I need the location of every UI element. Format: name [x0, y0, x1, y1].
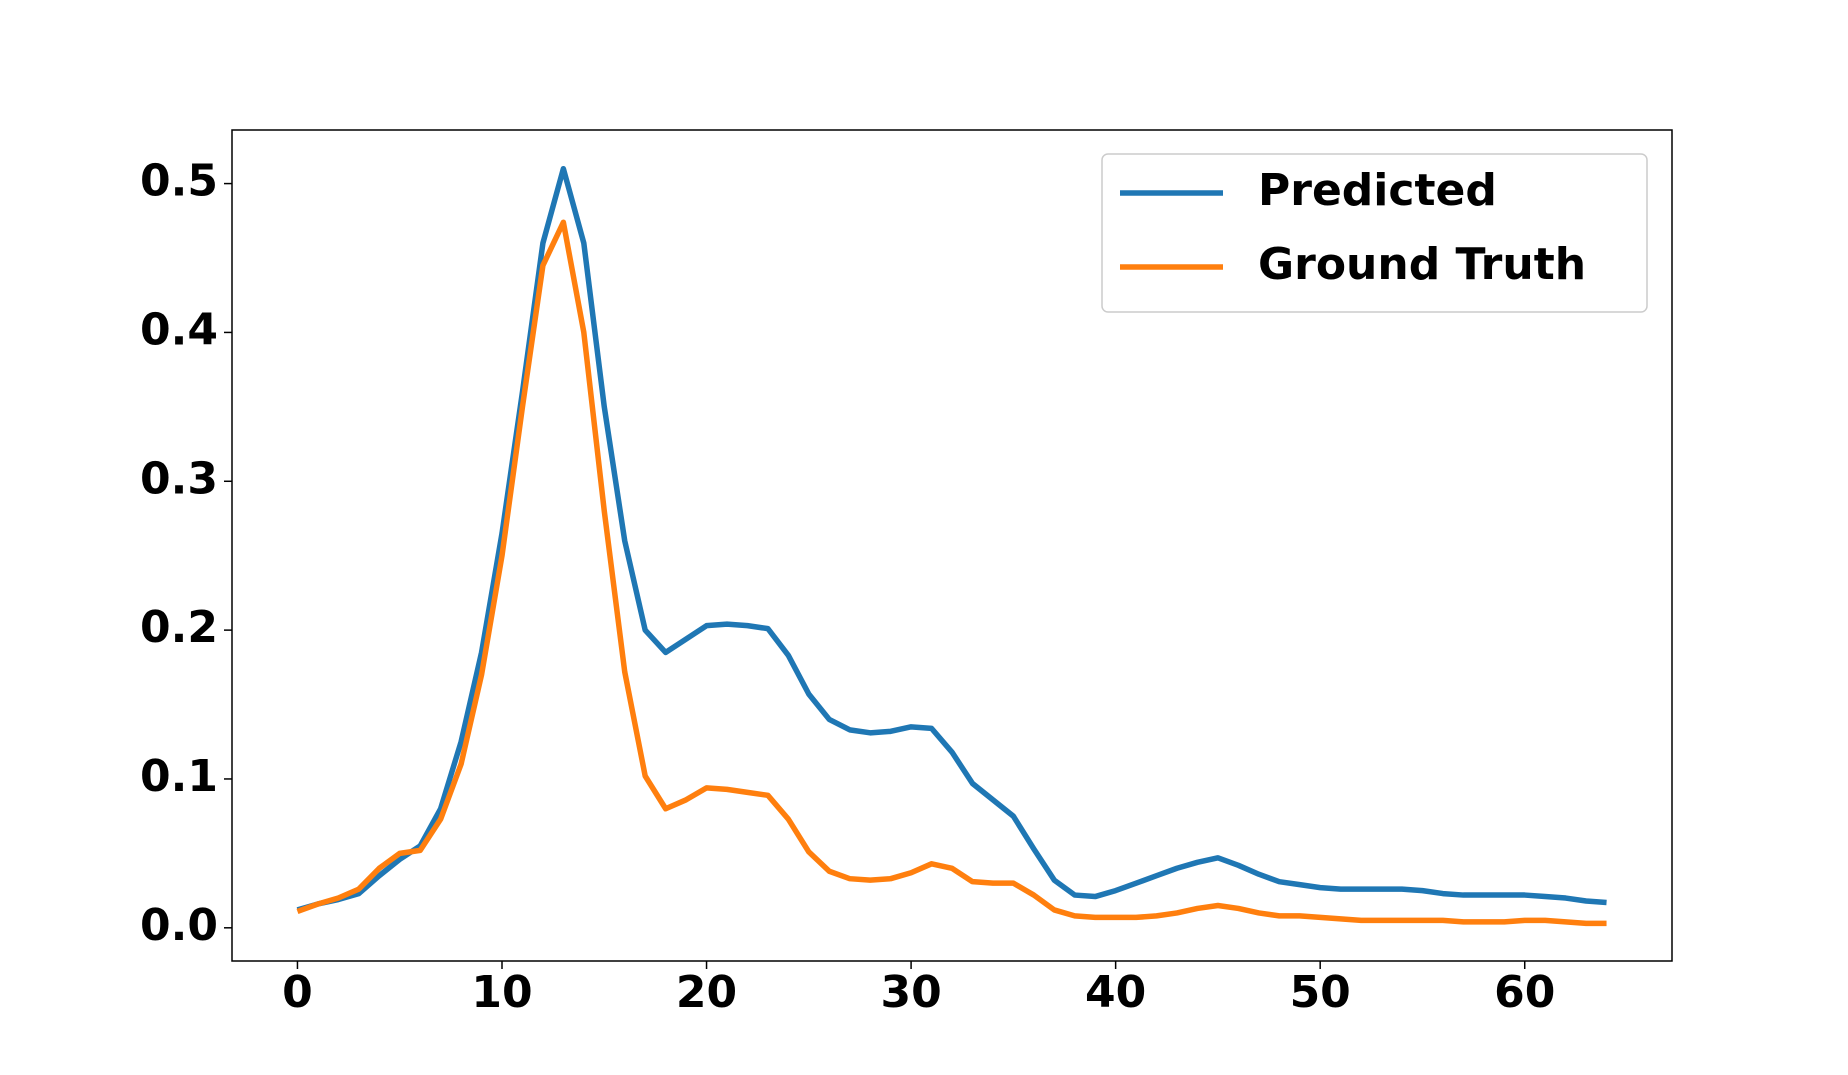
- data-line: [296, 219, 1607, 927]
- x-tick-label: 50: [1290, 967, 1351, 1018]
- x-tick-label: 10: [471, 967, 532, 1018]
- legend-label: Ground Truth: [1258, 239, 1586, 290]
- x-tick-label: 60: [1494, 967, 1555, 1018]
- plot-frame: [231, 129, 1673, 962]
- y-tick-label: 0.2: [140, 602, 218, 653]
- y-tick-label: 0.5: [140, 156, 218, 207]
- y-tick-label: 0.0: [140, 900, 218, 951]
- legend-label: Predicted: [1258, 165, 1497, 216]
- y-tick-label: 0.4: [140, 304, 218, 355]
- y-tick-label: 0.3: [140, 453, 218, 504]
- x-tick-label: 40: [1085, 967, 1146, 1018]
- x-tick-label: 0: [282, 967, 313, 1018]
- x-tick-label: 30: [880, 967, 941, 1018]
- y-tick-label: 0.1: [140, 751, 218, 802]
- legend-box: [1101, 153, 1648, 313]
- x-tick-label: 20: [676, 967, 737, 1018]
